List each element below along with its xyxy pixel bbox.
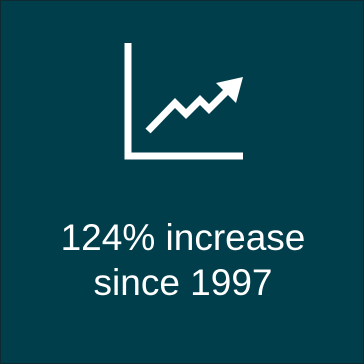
- stat-caption-line-2: since 1997: [93, 262, 273, 303]
- trending-up-chart-icon: [122, 43, 248, 161]
- stat-caption: 124% increase since 1997: [1, 215, 364, 305]
- stat-caption-line-1: 124% increase: [60, 217, 306, 258]
